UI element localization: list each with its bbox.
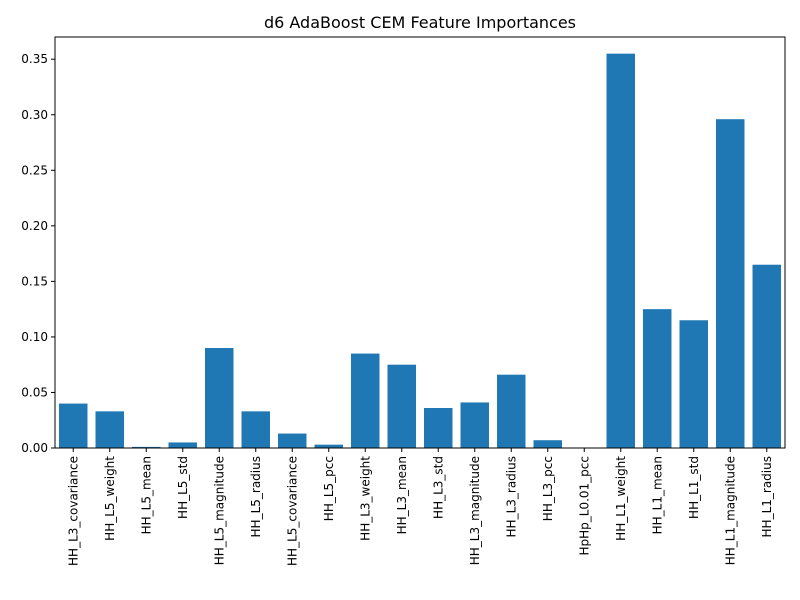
x-tick-label: HH_L3_covariance (66, 456, 80, 566)
bar-HH_L1_mean (643, 309, 672, 448)
y-tick-label: 0.30 (21, 108, 48, 122)
x-tick-label: HH_L5_mean (139, 456, 153, 534)
x-tick-label: HH_L5_radius (249, 456, 263, 537)
y-axis: 0.00 0.05 0.10 0.15 0.20 0.25 0.30 0.35 (21, 52, 55, 455)
y-tick-label: 0.35 (21, 52, 48, 66)
bar-HH_L3_pcc (533, 440, 562, 448)
bar-HH_L3_magnitude (460, 402, 489, 448)
x-tick-label: HpHp_L0.01_pcc (577, 456, 591, 556)
x-tick-label: HH_L3_std (431, 456, 445, 519)
bar-HH_L1_std (679, 320, 708, 448)
y-tick-label: 0.05 (21, 385, 48, 399)
x-tick-label: HH_L5_covariance (285, 456, 299, 566)
x-tick-label: HH_L5_std (176, 456, 190, 519)
bars-group (59, 53, 781, 448)
x-tick-label: HH_L5_weight (103, 456, 117, 541)
bar-HH_L5_mean (132, 446, 161, 448)
bar-HH_L5_radius (241, 411, 270, 448)
chart-title: d6 AdaBoost CEM Feature Importances (264, 13, 576, 32)
bar-HH_L1_radius (752, 264, 781, 448)
x-tick-label: HH_L3_weight (358, 456, 372, 541)
bar-HH_L5_weight (95, 411, 124, 448)
bar-HH_L1_magnitude (716, 119, 745, 448)
bar-HH_L5_magnitude (205, 348, 234, 448)
x-tick-label: HH_L3_mean (395, 456, 409, 534)
y-tick-label: 0.15 (21, 274, 48, 288)
bar-HH_L3_covariance (59, 403, 88, 448)
x-tick-label: HH_L3_radius (504, 456, 518, 537)
y-tick-label: 0.20 (21, 219, 48, 233)
bar-HH_L3_std (424, 408, 453, 448)
bar-HH_L5_std (168, 442, 197, 448)
x-tick-label: HH_L1_std (687, 456, 701, 519)
x-tick-label: HH_L3_magnitude (468, 456, 482, 565)
x-tick-label: HH_L1_magnitude (723, 456, 737, 565)
x-tick-label: HH_L3_pcc (541, 456, 555, 521)
bar-HH_L3_weight (351, 353, 380, 448)
y-tick-label: 0.10 (21, 330, 48, 344)
x-tick-label: HH_L1_weight (614, 456, 628, 541)
y-tick-label: 0.25 (21, 163, 48, 177)
x-tick-label: HH_L1_mean (650, 456, 664, 534)
x-axis: HH_L3_covariance HH_L5_weight HH_L5_mean HH… (66, 448, 774, 566)
bar-HH_L3_mean (387, 364, 416, 448)
x-tick-label: HH_L5_magnitude (212, 456, 226, 565)
bar-HH_L5_covariance (278, 433, 307, 448)
x-tick-label: HH_L1_radius (760, 456, 774, 537)
bar-HH_L3_radius (497, 374, 526, 448)
bar-HH_L5_pcc (314, 444, 343, 448)
bar-HH_L1_weight (606, 53, 635, 448)
plot-frame (54, 36, 786, 449)
y-tick-label: 0.00 (21, 441, 48, 455)
x-tick-label: HH_L5_pcc (322, 456, 336, 521)
